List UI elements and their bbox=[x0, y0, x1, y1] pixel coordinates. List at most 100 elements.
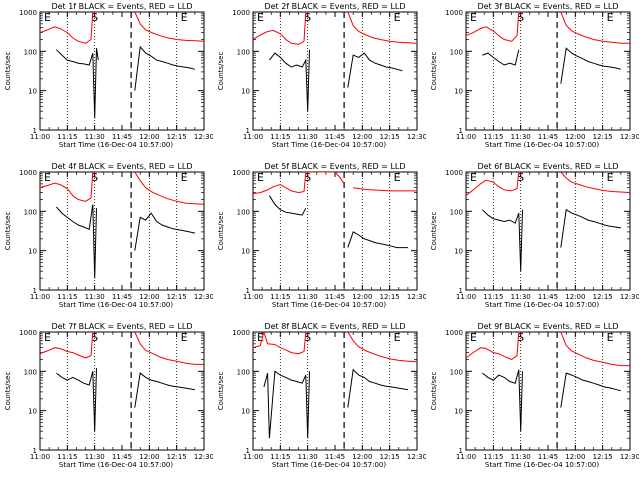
series-line-lld bbox=[466, 332, 630, 367]
x-tick-label: 11:15 bbox=[57, 133, 77, 141]
x-axis-label: Start Time (16-Dec-04 10:57:00) bbox=[485, 461, 599, 469]
series-line-events bbox=[56, 45, 196, 119]
y-axis-label: Counts/sec bbox=[4, 52, 12, 91]
x-axis-label: Start Time (16-Dec-04 10:57:00) bbox=[59, 141, 173, 149]
x-axis-label: Start Time (16-Dec-04 10:57:00) bbox=[59, 461, 173, 469]
series-line-lld bbox=[466, 12, 630, 44]
marker-e-left: E bbox=[470, 171, 477, 184]
x-tick-label: 11:45 bbox=[112, 133, 132, 141]
y-axis-label: Counts/sec bbox=[430, 212, 438, 251]
marker-s: S bbox=[91, 171, 98, 184]
series-line-events bbox=[269, 49, 403, 112]
marker-e-right: E bbox=[181, 11, 188, 24]
x-tick-label: 12:00 bbox=[139, 293, 159, 301]
y-tick-label: 10 bbox=[241, 408, 250, 416]
x-tick-label: 12:15 bbox=[380, 133, 400, 141]
y-tick-label: 100 bbox=[24, 208, 37, 216]
x-tick-label: 11:00 bbox=[456, 453, 476, 461]
marker-e-left: E bbox=[257, 331, 264, 344]
x-tick-label: 11:15 bbox=[483, 293, 503, 301]
marker-e-left: E bbox=[44, 11, 51, 24]
series-line-events bbox=[482, 369, 622, 432]
x-tick-label: 11:45 bbox=[112, 293, 132, 301]
x-tick-label: 11:45 bbox=[325, 133, 345, 141]
y-tick-label: 10 bbox=[241, 88, 250, 96]
series-line-lld bbox=[40, 332, 204, 365]
x-tick-label: 12:30 bbox=[620, 453, 639, 461]
y-axis-label: Counts/sec bbox=[430, 372, 438, 411]
marker-s: S bbox=[304, 11, 311, 24]
marker-e-left: E bbox=[470, 331, 477, 344]
x-tick-label: 11:00 bbox=[243, 133, 263, 141]
x-tick-label: 11:30 bbox=[85, 133, 105, 141]
marker-s: S bbox=[304, 171, 311, 184]
panel-title: Det 5f BLACK = Events, RED = LLD bbox=[264, 162, 405, 171]
marker-e-right: E bbox=[394, 331, 401, 344]
y-axis-label: Counts/sec bbox=[217, 52, 225, 91]
panel-title: Det 9f BLACK = Events, RED = LLD bbox=[477, 322, 618, 331]
marker-s: S bbox=[517, 331, 524, 344]
series-line-events bbox=[56, 204, 196, 279]
x-tick-label: 12:15 bbox=[167, 133, 187, 141]
x-tick-label: 11:30 bbox=[298, 293, 318, 301]
x-tick-label: 12:30 bbox=[620, 133, 639, 141]
x-tick-label: 11:30 bbox=[85, 293, 105, 301]
x-tick-label: 11:30 bbox=[298, 453, 318, 461]
y-tick-label: 10 bbox=[28, 88, 37, 96]
x-tick-label: 11:45 bbox=[538, 133, 558, 141]
y-tick-label: 1000 bbox=[19, 9, 37, 17]
series-line-lld bbox=[466, 172, 630, 197]
y-tick-label: 1 bbox=[246, 447, 250, 455]
plot-frame bbox=[252, 331, 418, 451]
y-tick-label: 100 bbox=[450, 48, 463, 56]
y-tick-label: 10 bbox=[28, 408, 37, 416]
y-tick-label: 10 bbox=[454, 88, 463, 96]
plot-frame bbox=[465, 331, 631, 451]
x-tick-label: 11:00 bbox=[30, 453, 50, 461]
x-tick-label: 12:00 bbox=[565, 453, 585, 461]
x-tick-label: 11:15 bbox=[270, 293, 290, 301]
x-tick-label: 12:15 bbox=[380, 293, 400, 301]
y-tick-label: 1 bbox=[246, 127, 250, 135]
marker-e-left: E bbox=[44, 331, 51, 344]
marker-s: S bbox=[91, 331, 98, 344]
marker-e-right: E bbox=[394, 171, 401, 184]
y-tick-label: 100 bbox=[24, 48, 37, 56]
panel-title: Det 3f BLACK = Events, RED = LLD bbox=[477, 2, 618, 11]
x-tick-label: 11:45 bbox=[112, 453, 132, 461]
y-tick-label: 100 bbox=[24, 368, 37, 376]
x-tick-label: 11:00 bbox=[456, 293, 476, 301]
plot-frame bbox=[39, 171, 205, 291]
y-tick-label: 1 bbox=[33, 447, 37, 455]
x-tick-label: 12:30 bbox=[194, 293, 213, 301]
plot-frame bbox=[252, 171, 418, 291]
x-tick-label: 11:15 bbox=[57, 293, 77, 301]
x-tick-label: 12:00 bbox=[139, 453, 159, 461]
x-tick-label: 12:15 bbox=[167, 293, 187, 301]
x-tick-label: 11:00 bbox=[30, 293, 50, 301]
x-tick-label: 11:15 bbox=[270, 133, 290, 141]
y-axis-label: Counts/sec bbox=[4, 212, 12, 251]
x-tick-label: 12:00 bbox=[565, 293, 585, 301]
y-tick-label: 1 bbox=[33, 127, 37, 135]
y-tick-label: 100 bbox=[237, 48, 250, 56]
x-tick-label: 11:00 bbox=[30, 133, 50, 141]
y-axis-label: Counts/sec bbox=[4, 372, 12, 411]
y-tick-label: 1000 bbox=[19, 169, 37, 177]
x-tick-label: 11:30 bbox=[298, 133, 318, 141]
y-tick-label: 1 bbox=[33, 287, 37, 295]
x-tick-label: 11:30 bbox=[511, 133, 531, 141]
y-axis-label: Counts/sec bbox=[217, 372, 225, 411]
y-tick-label: 10 bbox=[241, 248, 250, 256]
x-tick-label: 11:30 bbox=[85, 453, 105, 461]
panel-title: Det 4f BLACK = Events, RED = LLD bbox=[51, 162, 192, 171]
x-tick-label: 11:15 bbox=[483, 133, 503, 141]
marker-e-right: E bbox=[607, 11, 614, 24]
series-line-lld bbox=[253, 12, 417, 45]
